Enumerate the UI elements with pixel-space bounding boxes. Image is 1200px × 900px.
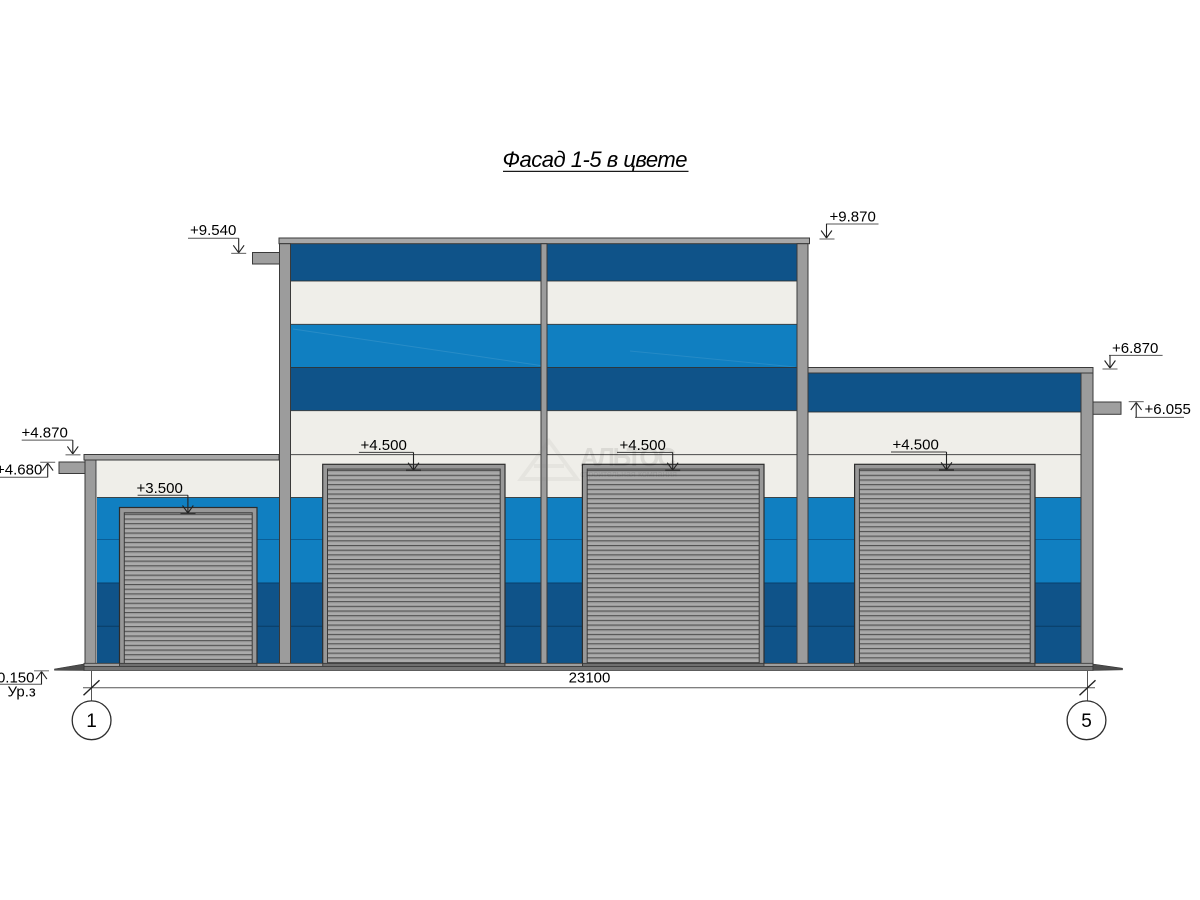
svg-text:23100: 23100	[569, 670, 611, 687]
svg-text:+4.870: +4.870	[22, 425, 68, 442]
svg-text:+9.540: +9.540	[190, 222, 236, 239]
svg-text:Фасад 1-5 в цвете: Фасад 1-5 в цвете	[503, 147, 688, 172]
svg-text:+4.500: +4.500	[893, 437, 939, 454]
svg-text:-0.150: -0.150	[0, 669, 35, 686]
svg-text:строительная компания: строительная компания	[580, 469, 677, 479]
svg-text:+4.500: +4.500	[361, 437, 407, 454]
svg-text:+4.680: +4.680	[0, 462, 42, 479]
svg-text:+4.500: +4.500	[620, 437, 666, 454]
svg-text:АЛЬТОС: АЛЬТОС	[580, 442, 676, 472]
svg-text:+6.055: +6.055	[1145, 401, 1191, 418]
svg-text:+6.870: +6.870	[1112, 340, 1158, 357]
svg-text:+9.870: +9.870	[830, 208, 876, 225]
svg-text:1: 1	[86, 711, 97, 732]
svg-text:5: 5	[1081, 711, 1092, 732]
svg-text:Ур.з: Ур.з	[8, 683, 36, 700]
svg-text:+3.500: +3.500	[137, 480, 183, 497]
